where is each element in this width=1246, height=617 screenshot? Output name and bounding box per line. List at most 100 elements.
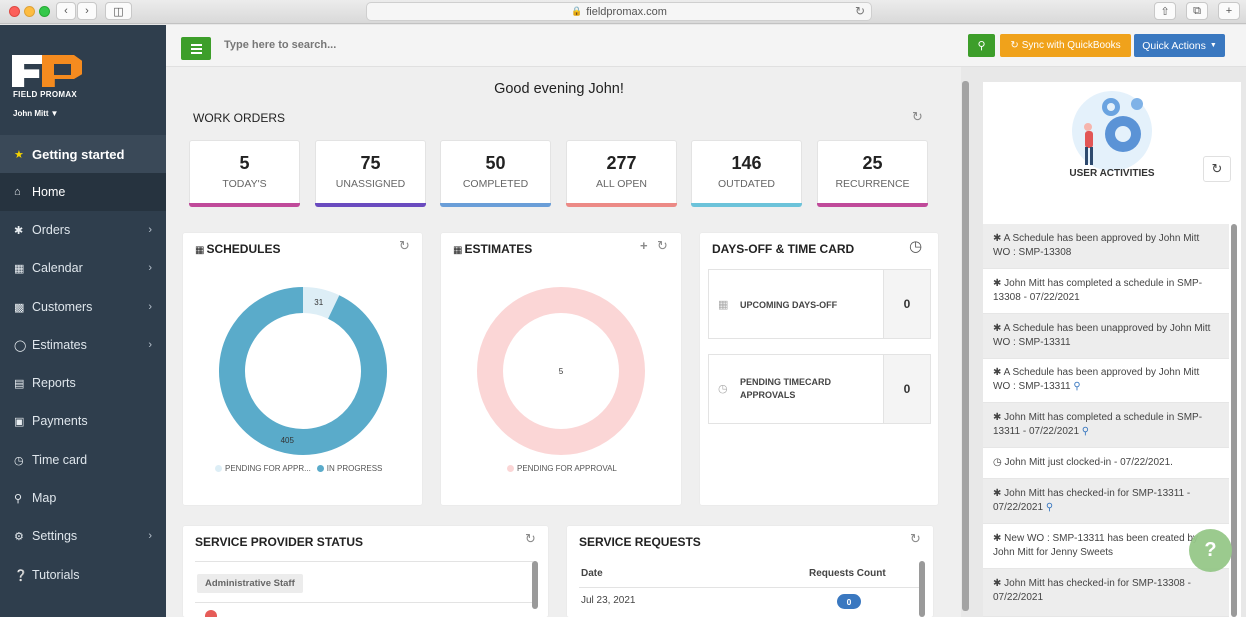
sidebar-toggle-icon[interactable]: ◫	[105, 2, 132, 20]
clock-icon[interactable]: ◷	[909, 238, 923, 255]
question-icon: ?	[1204, 539, 1217, 561]
activities-scrollbar[interactable]	[1231, 224, 1237, 617]
asterisk-icon: ✱	[993, 488, 1005, 499]
minimize-window-button[interactable]	[24, 6, 35, 17]
calendar-icon: ▦	[195, 245, 205, 256]
calculator-icon: ▦	[453, 245, 463, 256]
activity-text: A Schedule has been unapproved by John M…	[993, 323, 1211, 348]
sidebar-item-calendar[interactable]: ▦ Calendar ›	[0, 249, 166, 287]
activity-item[interactable]: ✱ A Schedule has been approved by John M…	[983, 358, 1229, 403]
legend-item-pending: PENDING FOR APPROVAL	[507, 464, 617, 473]
sidebar-item-time-card[interactable]: ◷ Time card	[0, 441, 166, 479]
stat-outdated[interactable]: 146 OUTDATED	[691, 140, 802, 207]
map-pin-icon[interactable]: ⚲	[1045, 502, 1054, 513]
sidebar-item-home[interactable]: ⌂ Home	[0, 173, 166, 211]
map-pin-icon[interactable]: ⚲	[1081, 426, 1090, 437]
scrollbar[interactable]	[532, 561, 538, 609]
sync-quickbooks-button[interactable]: ↻ Sync with QuickBooks	[1000, 34, 1131, 57]
user-menu[interactable]: John Mitt ▼	[13, 109, 58, 118]
stat-unassigned[interactable]: 75 UNASSIGNED	[315, 140, 426, 207]
chevron-right-icon: ›	[148, 262, 152, 274]
url-text: fieldpromax.com	[586, 5, 667, 18]
sidebar-item-customers[interactable]: ▩ Customers ›	[0, 288, 166, 326]
donut-slice-pending-for-appr	[302, 287, 340, 319]
stat-label: RECURRENCE	[835, 178, 910, 190]
refresh-icon[interactable]: ↻	[910, 531, 921, 546]
tabs-icon[interactable]: ⧉	[1186, 2, 1208, 20]
stat-all-open[interactable]: 277 ALL OPEN	[566, 140, 677, 207]
money-icon: ▣	[14, 415, 25, 428]
sidebar-item-label: Map	[32, 491, 57, 505]
column-header-count: Requests Count	[809, 568, 886, 579]
staff-group-tag[interactable]: Administrative Staff	[197, 574, 303, 593]
asterisk-icon: ✱	[993, 533, 1005, 544]
refresh-icon[interactable]: ↻	[657, 238, 668, 253]
sidebar-item-map[interactable]: ⚲ Map	[0, 479, 166, 517]
stat-recurrence[interactable]: 25 RECURRENCE	[817, 140, 928, 207]
stat-completed[interactable]: 50 COMPLETED	[440, 140, 551, 207]
main-scrollbar[interactable]	[962, 81, 969, 611]
search-button[interactable]: ⚲	[968, 34, 995, 57]
close-window-button[interactable]	[9, 6, 20, 17]
refresh-icon[interactable]: ↻	[525, 531, 536, 546]
sidebar-item-label: Home	[32, 185, 66, 199]
menu-toggle-button[interactable]	[181, 37, 211, 60]
activity-item[interactable]: ✱ John Mitt has completed a schedule in …	[983, 403, 1229, 448]
sidebar-item-payments[interactable]: ▣ Payments	[0, 402, 166, 440]
share-icon[interactable]: ⇧	[1154, 2, 1176, 20]
quick-actions-button[interactable]: Quick Actions ▼	[1134, 34, 1225, 57]
activity-item[interactable]: ✱ A Schedule has been unapproved by John…	[983, 314, 1229, 359]
chevron-right-icon: ›	[148, 301, 152, 313]
refresh-icon[interactable]: ↻	[912, 109, 923, 124]
sidebar-item-tutorials[interactable]: ❔ Tutorials	[0, 556, 166, 594]
estimates-donut-chart: 5	[477, 287, 645, 455]
chevron-right-icon: ›	[148, 339, 152, 351]
legend-item-in-progress: IN PROGRESS	[316, 464, 382, 473]
sidebar-item-getting-started[interactable]: ★ Getting started	[0, 135, 166, 173]
logo-f-shape	[12, 55, 44, 87]
fieldpromax-logo[interactable]	[12, 55, 82, 89]
asterisk-icon: ✱	[993, 578, 1005, 589]
activity-item[interactable]: ✱ A Schedule has been approved by John M…	[983, 224, 1229, 269]
sidebar-item-label: Reports	[32, 376, 76, 390]
estimates-title: ▦ ESTIMATES	[453, 242, 532, 256]
pending-timecard-row[interactable]: ◷ PENDING TIMECARD APPROVALS 0	[708, 354, 931, 424]
stat-todays[interactable]: 5 TODAY'S	[189, 140, 300, 207]
activity-item[interactable]: ✱ John Mitt has checked-in for SMP-13308…	[983, 569, 1229, 617]
reload-icon[interactable]: ↻	[854, 4, 865, 18]
refresh-icon[interactable]: ↻	[399, 238, 410, 253]
sidebar-item-orders[interactable]: ✱ Orders ›	[0, 211, 166, 249]
divider	[195, 561, 533, 562]
activity-item[interactable]: ◷ John Mitt just clocked-in - 07/22/2021…	[983, 448, 1229, 479]
zoom-window-button[interactable]	[39, 6, 50, 17]
activity-text: New WO : SMP-13311 has been created by J…	[993, 533, 1198, 558]
map-pin-icon[interactable]: ⚲	[1073, 381, 1081, 392]
activity-item[interactable]: ✱ New WO : SMP-13311 has been created by…	[983, 524, 1229, 569]
add-estimate-icon[interactable]: +	[640, 238, 648, 253]
sidebar-item-estimates[interactable]: ◯ Estimates ›	[0, 326, 166, 364]
stat-accent-bar	[566, 203, 677, 207]
stat-accent-bar	[817, 203, 928, 207]
new-tab-icon[interactable]: +	[1218, 2, 1240, 20]
schedules-donut-chart: 31 405	[219, 287, 387, 455]
quick-actions-label: Quick Actions	[1142, 39, 1206, 52]
forward-icon[interactable]: ›	[77, 2, 97, 20]
user-card-icon: ▩	[14, 301, 25, 314]
activity-item[interactable]: ✱ John Mitt has completed a schedule in …	[983, 269, 1229, 314]
help-button[interactable]: ?	[1189, 529, 1232, 572]
search-input[interactable]: Type here to search...	[224, 39, 337, 51]
sidebar-item-reports[interactable]: ▤ Reports	[0, 364, 166, 402]
back-icon[interactable]: ‹	[56, 2, 76, 20]
upcoming-days-off-row[interactable]: ▦ UPCOMING DAYS-OFF 0	[708, 269, 931, 339]
clock-icon: ◷	[993, 457, 1005, 468]
service-requests-card: SERVICE REQUESTS ↻ Date Requests Count J…	[567, 526, 933, 617]
stat-label: OUTDATED	[718, 178, 775, 190]
refresh-icon[interactable]: ↻	[1203, 156, 1231, 182]
scrollbar[interactable]	[919, 561, 925, 617]
sidebar-item-settings[interactable]: ⚙ Settings ›	[0, 517, 166, 555]
activity-item[interactable]: ✱ John Mitt has checked-in for SMP-13311…	[983, 479, 1229, 524]
address-bar[interactable]: 🔒 fieldpromax.com ↻	[366, 2, 872, 21]
calendar-icon: ▦	[718, 299, 729, 311]
request-date: Jul 23, 2021	[581, 595, 636, 606]
chart-icon: ▤	[14, 377, 25, 390]
